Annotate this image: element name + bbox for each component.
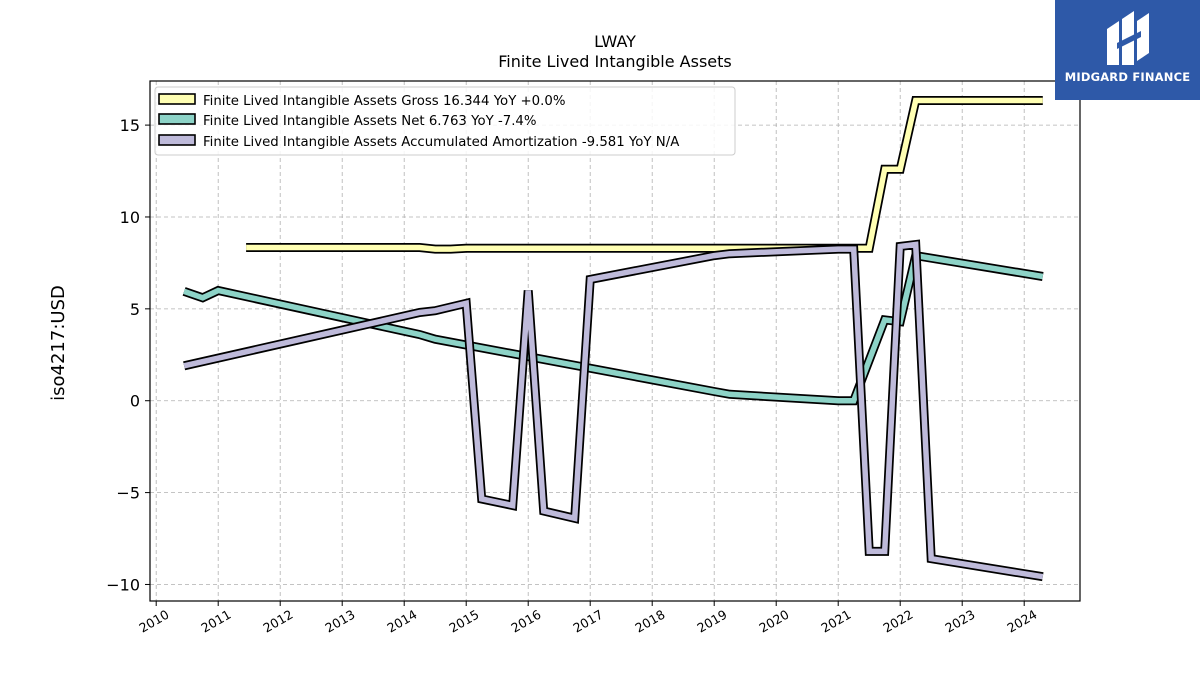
y-tick-label: 15 <box>120 116 140 135</box>
midgard-finance-logo: MIDGARD FINANCE <box>1055 0 1200 100</box>
legend-label-gross: Finite Lived Intangible Assets Gross 16.… <box>203 94 565 109</box>
legend-box <box>154 86 736 156</box>
x-tick-label: 2015 <box>446 607 481 636</box>
x-tick-label: 2010 <box>136 607 171 636</box>
series-layer <box>182 96 1044 582</box>
y-tick-label: 0 <box>130 392 140 411</box>
x-tick-label: 2012 <box>260 607 295 636</box>
chart-title: LWAY <box>594 32 636 51</box>
x-tick-label: 2016 <box>508 607 543 636</box>
series-amortization-line-stroke <box>183 241 1044 580</box>
legend-label-amortization: Finite Lived Intangible Assets Accumulat… <box>203 135 679 150</box>
x-tick-label: 2014 <box>384 607 419 636</box>
chart-subtitle: Finite Lived Intangible Assets <box>498 52 731 71</box>
series-amortization-line-outline <box>183 239 1044 582</box>
x-tick-label: 2017 <box>570 607 605 636</box>
y-tick-label: 10 <box>120 208 140 227</box>
axes: 2010 2011 2012 2013 2014 2015 2016 2017 2018 2019… <box>106 116 1039 635</box>
logo-name: MIDGARD FINANCE <box>1064 70 1191 84</box>
legend-swatch-amortization <box>158 134 196 146</box>
legend-label-net: Finite Lived Intangible Assets Net 6.763… <box>203 114 537 129</box>
series-gross-line-stroke <box>246 97 1043 252</box>
series-gross-line <box>246 96 1043 254</box>
x-tick-label: 2021 <box>818 607 853 636</box>
x-tick-label: 2013 <box>322 607 357 636</box>
x-tick-label: 2011 <box>198 607 233 636</box>
x-tick-label: 2023 <box>942 607 977 636</box>
series-amortization-line <box>183 239 1044 582</box>
x-tick-label: 2022 <box>880 607 915 636</box>
plot-frame <box>149 80 1081 602</box>
midgard-logo-icon <box>1107 11 1149 65</box>
y-tick-label: 5 <box>130 300 140 319</box>
x-tick-label: 2018 <box>632 607 667 636</box>
y-axis-label: iso4217:USD <box>48 285 69 401</box>
x-tick-label: 2020 <box>756 607 791 636</box>
x-tick-label: 2024 <box>1004 607 1039 636</box>
x-tick-label: 2019 <box>694 607 729 636</box>
legend-swatch-gross <box>158 93 196 105</box>
legend: Finite Lived Intangible Assets Gross 16.… <box>154 86 736 156</box>
legend-swatch-net <box>158 113 196 125</box>
y-tick-label: −5 <box>116 484 140 503</box>
y-tick-label: −10 <box>106 575 140 594</box>
